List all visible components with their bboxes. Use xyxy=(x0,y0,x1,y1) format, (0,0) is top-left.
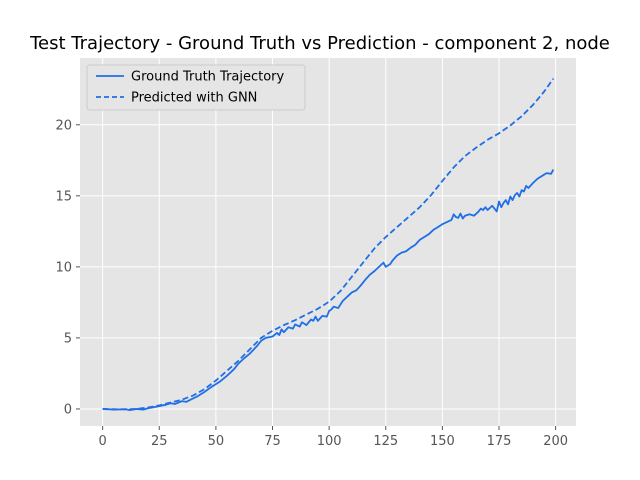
legend-label-predicted: Predicted with GNN xyxy=(131,91,257,106)
y-tick-label: 15 xyxy=(55,189,72,204)
x-tick-label: 150 xyxy=(430,434,455,449)
x-tick-label: 75 xyxy=(264,434,281,449)
y-tick-label: 20 xyxy=(55,118,72,133)
x-tick-label: 0 xyxy=(99,434,107,449)
plot-area xyxy=(80,58,576,426)
y-tick-label: 5 xyxy=(64,331,72,346)
legend: Ground Truth Trajectory Predicted with G… xyxy=(86,64,306,111)
x-axis: 0 25 50 75 100 125 150 175 200 xyxy=(99,426,568,449)
x-tick-label: 25 xyxy=(151,434,168,449)
y-tick-label: 0 xyxy=(64,402,72,417)
x-tick-label: 125 xyxy=(373,434,398,449)
legend-label-ground-truth: Ground Truth Trajectory xyxy=(131,70,285,85)
ground-truth-line xyxy=(102,169,555,411)
x-tick-label: 175 xyxy=(487,434,512,449)
y-axis: 0 5 10 15 20 xyxy=(55,118,80,417)
grid-lines xyxy=(80,58,576,426)
legend-box xyxy=(86,64,306,111)
x-tick-label: 200 xyxy=(543,434,568,449)
chart-title: Test Trajectory - Ground Truth vs Predic… xyxy=(29,33,610,54)
x-tick-label: 50 xyxy=(208,434,225,449)
predicted-line xyxy=(102,78,555,411)
series-lines xyxy=(102,78,555,411)
x-tick-label: 100 xyxy=(317,434,342,449)
y-tick-label: 10 xyxy=(55,260,72,275)
